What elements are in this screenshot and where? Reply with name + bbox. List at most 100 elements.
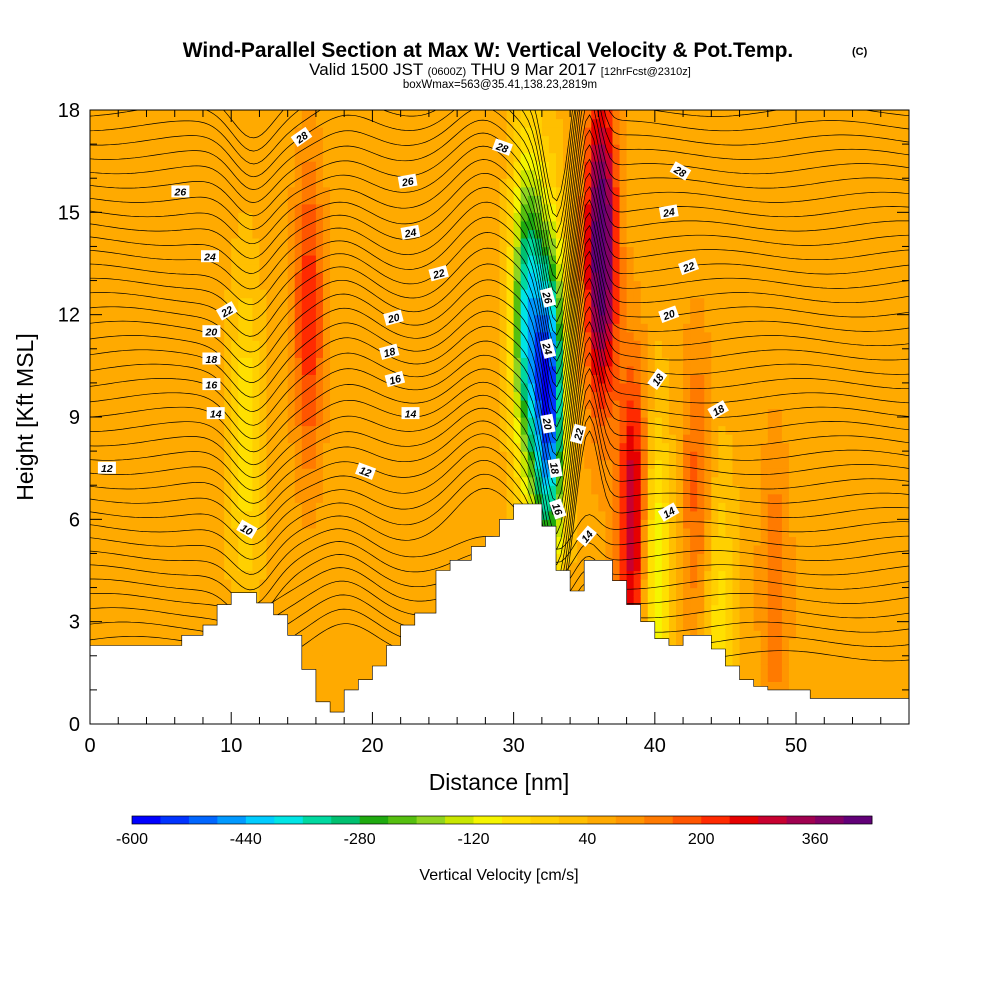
w-cell (132, 451, 141, 461)
w-cell (351, 570, 359, 580)
w-cell (322, 152, 331, 162)
w-cell (118, 485, 126, 495)
w-cell (146, 314, 155, 324)
w-cell (111, 186, 119, 196)
w-cell (527, 161, 536, 171)
w-cell (111, 442, 119, 452)
w-cell (90, 553, 98, 563)
w-cell (160, 399, 169, 410)
w-cell (139, 621, 148, 631)
w-cell (195, 527, 204, 537)
w-cell (372, 229, 381, 239)
w-cell (104, 485, 112, 495)
w-cell (555, 237, 564, 248)
w-cell (393, 135, 402, 145)
w-cell (499, 417, 508, 427)
w-cell (273, 417, 282, 427)
w-cell (337, 570, 345, 580)
w-cell (245, 587, 253, 597)
w-cell (238, 195, 246, 205)
w-cell (195, 485, 204, 495)
w-cell (478, 297, 486, 307)
w-cell (435, 306, 444, 316)
w-cell (245, 144, 253, 154)
w-cell (499, 229, 508, 239)
w-cell (90, 570, 98, 580)
w-cell (273, 178, 282, 188)
w-cell (266, 382, 275, 393)
w-cell (400, 391, 409, 401)
w-cell (188, 382, 197, 393)
w-cell (443, 348, 451, 358)
w-cell (231, 459, 239, 469)
w-cell (273, 135, 282, 145)
w-cell (386, 417, 395, 427)
w-cell (139, 382, 148, 393)
w-cell (414, 365, 423, 375)
w-cell (520, 220, 529, 230)
w-cell (160, 425, 169, 435)
w-cell (181, 306, 190, 316)
w-cell (358, 621, 366, 631)
w-cell (478, 135, 486, 145)
w-cell (238, 544, 246, 555)
w-cell (372, 374, 381, 384)
w-cell (450, 519, 458, 529)
w-cell (287, 237, 296, 248)
w-cell (322, 510, 331, 520)
w-cell (372, 570, 381, 580)
w-cell (132, 408, 141, 418)
w-cell (90, 331, 98, 341)
w-cell (252, 519, 261, 529)
w-cell (273, 169, 282, 179)
w-cell (139, 561, 148, 572)
w-cell (485, 280, 494, 290)
w-cell (372, 399, 381, 410)
w-cell (520, 340, 529, 350)
w-cell (527, 186, 536, 196)
w-cell (351, 408, 359, 418)
w-cell (379, 186, 388, 196)
w-cell (280, 408, 289, 418)
w-cell (457, 246, 465, 256)
w-cell (118, 331, 126, 341)
w-cell (520, 272, 529, 282)
w-cell (393, 476, 402, 486)
w-cell (386, 110, 395, 120)
w-cell (358, 536, 366, 546)
w-cell (224, 263, 232, 273)
w-cell (308, 331, 317, 341)
w-cell (499, 365, 508, 375)
w-cell (379, 621, 388, 631)
w-cell (301, 647, 310, 657)
w-cell (492, 246, 501, 256)
w-cell (259, 118, 268, 128)
w-cell (407, 135, 416, 145)
w-cell (308, 527, 317, 537)
w-cell (231, 382, 239, 393)
w-cell (337, 476, 345, 486)
w-cell (457, 118, 465, 128)
w-cell (534, 110, 543, 120)
w-cell (97, 570, 105, 580)
w-cell (245, 118, 253, 128)
w-cell (97, 544, 105, 555)
w-cell (90, 212, 98, 222)
w-cell (379, 451, 388, 461)
w-cell (217, 263, 225, 273)
w-cell (492, 348, 501, 358)
w-cell (421, 425, 430, 435)
w-cell (167, 297, 176, 307)
w-cell (259, 203, 268, 213)
w-cell (139, 306, 148, 316)
w-cell (238, 408, 246, 418)
w-cell (443, 254, 451, 265)
w-cell (393, 451, 402, 461)
w-cell (365, 331, 374, 341)
w-cell (217, 493, 225, 503)
w-cell (125, 297, 133, 307)
w-cell (492, 152, 501, 162)
w-cell (153, 391, 162, 401)
w-cell (90, 127, 98, 137)
w-cell (570, 340, 578, 350)
